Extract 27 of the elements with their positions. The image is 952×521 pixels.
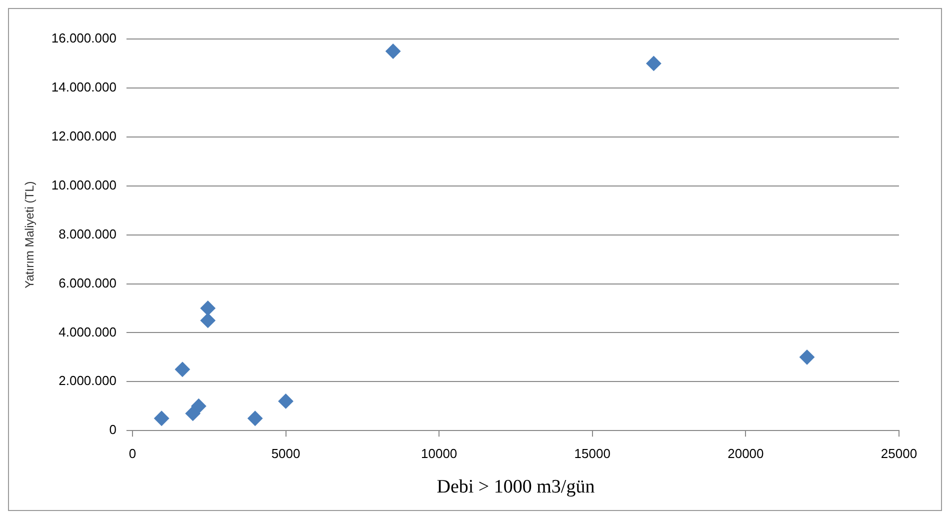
y-tick-label: 10.000.000 [51, 177, 116, 192]
x-tick-label: 15000 [574, 446, 610, 461]
y-tick-label: 8.000.000 [58, 226, 116, 242]
point [174, 362, 190, 377]
y-axis-title: Yatırım Maliyeti (TL) [22, 181, 37, 288]
point [200, 312, 216, 328]
point [278, 394, 294, 409]
point [646, 56, 662, 71]
x-tick-label: 10000 [421, 446, 458, 461]
x-tick-label: 25000 [880, 446, 918, 461]
x-tick-label: 20000 [728, 446, 764, 461]
y-tick-label: 4.000.000 [58, 324, 116, 340]
y-tick-label: 16.000.000 [51, 30, 116, 46]
y-tick-label: 14.000.000 [51, 80, 116, 95]
x-axis-title: Debi > 1000 m3/gün [436, 476, 596, 498]
point [800, 350, 815, 365]
y-tick-label: 12.000.000 [51, 128, 116, 144]
point [200, 300, 216, 316]
y-tick-label: 0 [109, 422, 116, 438]
point [248, 410, 263, 426]
point [154, 410, 170, 426]
x-tick-label: 0 [128, 446, 136, 461]
x-tick-label: 5000 [271, 446, 300, 461]
y-tick-label: 6.000.000 [58, 275, 116, 290]
point [191, 398, 206, 414]
y-tick-label: 2.000.000 [58, 373, 116, 388]
point [386, 44, 401, 59]
